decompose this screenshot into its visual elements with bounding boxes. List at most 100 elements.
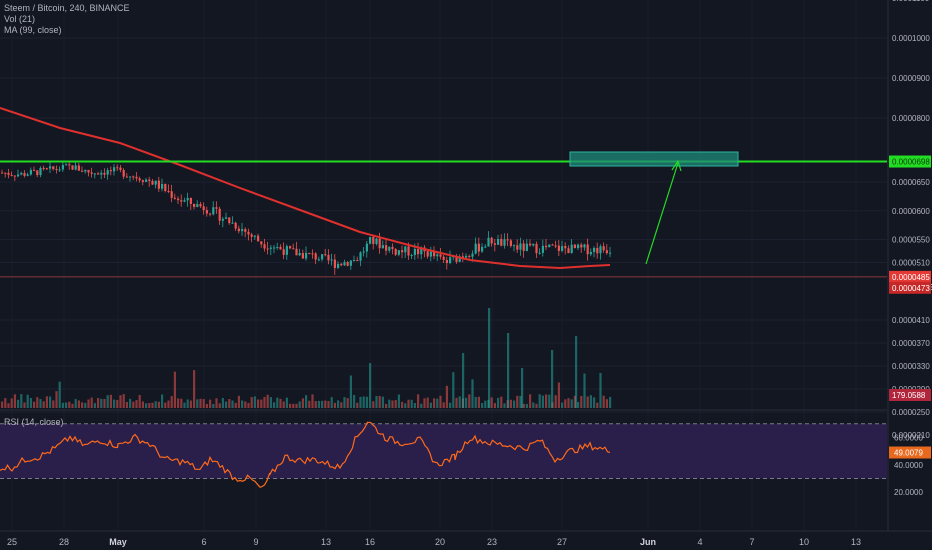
resistance-price-tag [889,155,931,168]
candle-body [61,165,64,170]
volume-bar [420,403,423,408]
volume-bar [244,401,247,408]
rsi-axis-label: 20.0000 [894,488,923,497]
volume-bar [488,308,491,408]
volume-bar [218,403,221,408]
volume-bar [77,400,80,408]
time-axis-label: 13 [851,537,861,547]
price-axis-label: 0.0000600 [892,207,930,216]
projection-arrow[interactable] [645,162,679,265]
candle-body [231,222,234,224]
rsi-axis-label: 60.0000 [894,433,923,442]
volume-bar [449,402,452,408]
volume-bar [269,397,272,408]
candle-body [285,246,288,255]
candle-body [186,198,189,201]
volume-bar [141,401,144,408]
volume-bar [564,399,567,408]
time-axis-label: 4 [697,537,702,547]
rsi-band [0,423,887,479]
candle-body [346,262,349,266]
volume-bar [29,397,32,408]
volume-bar [452,372,455,408]
rsi-indicator-label: RSI (14, close) [4,417,64,427]
volume-bar [221,398,224,408]
candle-body [4,172,7,174]
volume-bar [209,399,212,408]
volume-indicator-label: Vol (21) [4,14,36,24]
candle-body [570,244,573,254]
candle-body [327,254,330,261]
volume-bar [4,398,7,408]
candle-body [33,169,36,171]
candle-body [321,254,324,260]
candle-body [602,246,605,251]
volume-bar [151,402,154,408]
candle-body [378,238,381,249]
candle-body [529,243,532,246]
candle-body [407,246,410,256]
candle-body [103,172,106,175]
rsi-line [0,421,611,488]
volume-bar [173,371,176,408]
volume-bar [513,400,516,408]
candle-body [519,243,522,250]
volume-bar [180,398,183,408]
volume-bar [122,394,125,408]
price-axis-label: 0.0001100 [892,0,930,3]
candle-body [487,237,490,247]
candle-body [497,238,500,245]
candle-body [567,248,570,254]
volume-bar [23,402,26,408]
candle-body [484,246,487,248]
volume-bar [301,398,304,408]
candle-body [375,238,378,244]
candle-body [269,247,272,249]
volume-bar [541,395,544,408]
volume-bar [292,403,295,408]
volume-bar [183,402,186,408]
volume-bar [500,396,503,408]
candle-body [209,213,212,215]
candle-body [71,165,74,170]
volume-bar [407,399,410,408]
volume-bar [228,399,231,408]
candle-body [65,164,68,166]
candle-body [436,254,439,257]
volume-bar [196,399,199,408]
volume-bar [125,401,128,408]
candle-body [122,170,125,177]
volume-bar [263,396,266,408]
volume-bar [1,401,4,408]
volume-bar [535,403,538,408]
volume-bar [17,399,20,408]
candle-body [506,239,509,241]
target-zone-box[interactable] [569,151,739,167]
volume-bar [330,397,333,408]
time-axis-label: 9 [253,537,258,547]
volume-bar [157,401,160,408]
candle-body [148,179,151,181]
rsi-axis-label: 40.0000 [894,461,923,470]
volume-bar [557,382,560,408]
candle-body [461,256,464,258]
candle-body [170,191,173,198]
price-axis-label: 0.0000330 [892,362,930,371]
candle-body [39,167,42,176]
time-axis-label: 20 [435,537,445,547]
price-axis-label: 0.0000650 [892,178,930,187]
volume-bar [311,394,314,408]
candle-body [538,252,541,254]
candle-body [276,246,279,248]
candle-body [87,169,90,173]
candle-body [17,174,20,177]
volume-bar [234,402,237,408]
candle-body [157,180,160,189]
volume-bar [282,401,285,408]
volume-bar [7,403,10,408]
candle-body [45,168,48,170]
volume-bar [93,403,96,408]
candle-body [218,208,221,221]
time-axis-label: 16 [365,537,375,547]
